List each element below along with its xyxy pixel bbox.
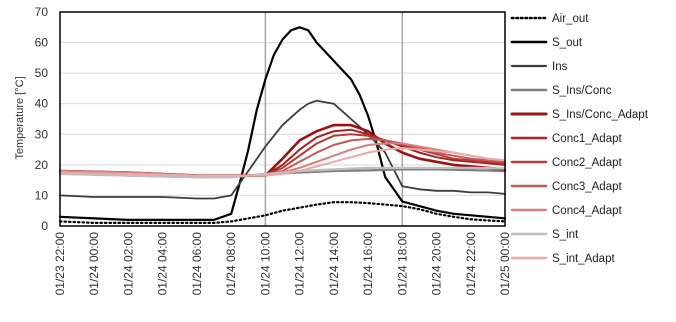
y-tick-labels: 0 10 20 30 40 50 60 70: [35, 5, 49, 233]
series-lines: [58, 26, 507, 224]
x-tick-label: 01/23 22:00: [53, 232, 67, 296]
legend-label: Conc2_Adapt: [552, 157, 622, 169]
x-tick-label: 01/24 00:00: [87, 232, 101, 296]
legend-label: Conc4_Adapt: [552, 205, 622, 217]
y-tick-label: 0: [41, 219, 48, 233]
y-tick-label: 30: [35, 127, 49, 141]
legend-label: S_int: [552, 229, 579, 241]
x-tick-label: 01/24 12:00: [293, 232, 307, 296]
series-line-s-int: [58, 166, 507, 179]
series-line-s-int-adapt: [59, 147, 506, 177]
x-tick-label: 01/24 14:00: [327, 232, 341, 296]
y-tick-label: 10: [35, 188, 49, 202]
legend-label: Air_out: [552, 13, 589, 25]
y-tick-label: 50: [35, 66, 49, 80]
x-tick-label: 01/24 02:00: [122, 232, 136, 296]
legend-label: Conc3_Adapt: [552, 181, 622, 193]
legend: Air_out S_out Ins S_Ins/Conc S_Ins/Conc_Adap…: [510, 13, 649, 265]
x-tick-label: 01/24 20:00: [430, 232, 444, 296]
y-axis-label: Temperature [°C]: [14, 76, 26, 159]
series-line-s-out: [58, 26, 507, 221]
x-tick-label: 01/24 06:00: [190, 232, 204, 296]
legend-label: S_int_Adapt: [552, 253, 615, 265]
y-tick-label: 60: [35, 36, 49, 50]
y-tick-label: 40: [35, 97, 49, 111]
x-tick-label: 01/24 16:00: [361, 232, 375, 296]
legend-label: S_Ins/Conc_Adapt: [552, 109, 649, 121]
plot-area: [60, 12, 505, 226]
legend-label: S_out: [552, 37, 583, 49]
series-line-air-out: [58, 201, 507, 224]
legend-label: Ins: [552, 61, 568, 73]
x-tick-label: 01/24 18:00: [395, 232, 409, 296]
x-tick-label: 01/24 10:00: [258, 232, 272, 296]
legend-label: S_Ins/Conc: [552, 85, 612, 97]
legend-label: Conc1_Adapt: [552, 133, 622, 145]
plot-background: [60, 12, 505, 226]
x-tick-label: 01/24 22:00: [464, 232, 478, 296]
plot-frame: [59, 11, 506, 227]
series-line-ins: [59, 99, 506, 200]
x-tick-label: 01/24 08:00: [224, 232, 238, 296]
x-tick-label: 01/24 04:00: [156, 232, 170, 296]
y-tick-label: 20: [35, 158, 49, 172]
axes: [59, 11, 506, 227]
x-tick-labels: 01/23 22:00 01/24 00:00 01/24 02:00 01/24 0…: [53, 232, 512, 296]
y-tick-label: 70: [35, 5, 49, 19]
x-tick-label: 01/25 00:00: [498, 232, 512, 296]
